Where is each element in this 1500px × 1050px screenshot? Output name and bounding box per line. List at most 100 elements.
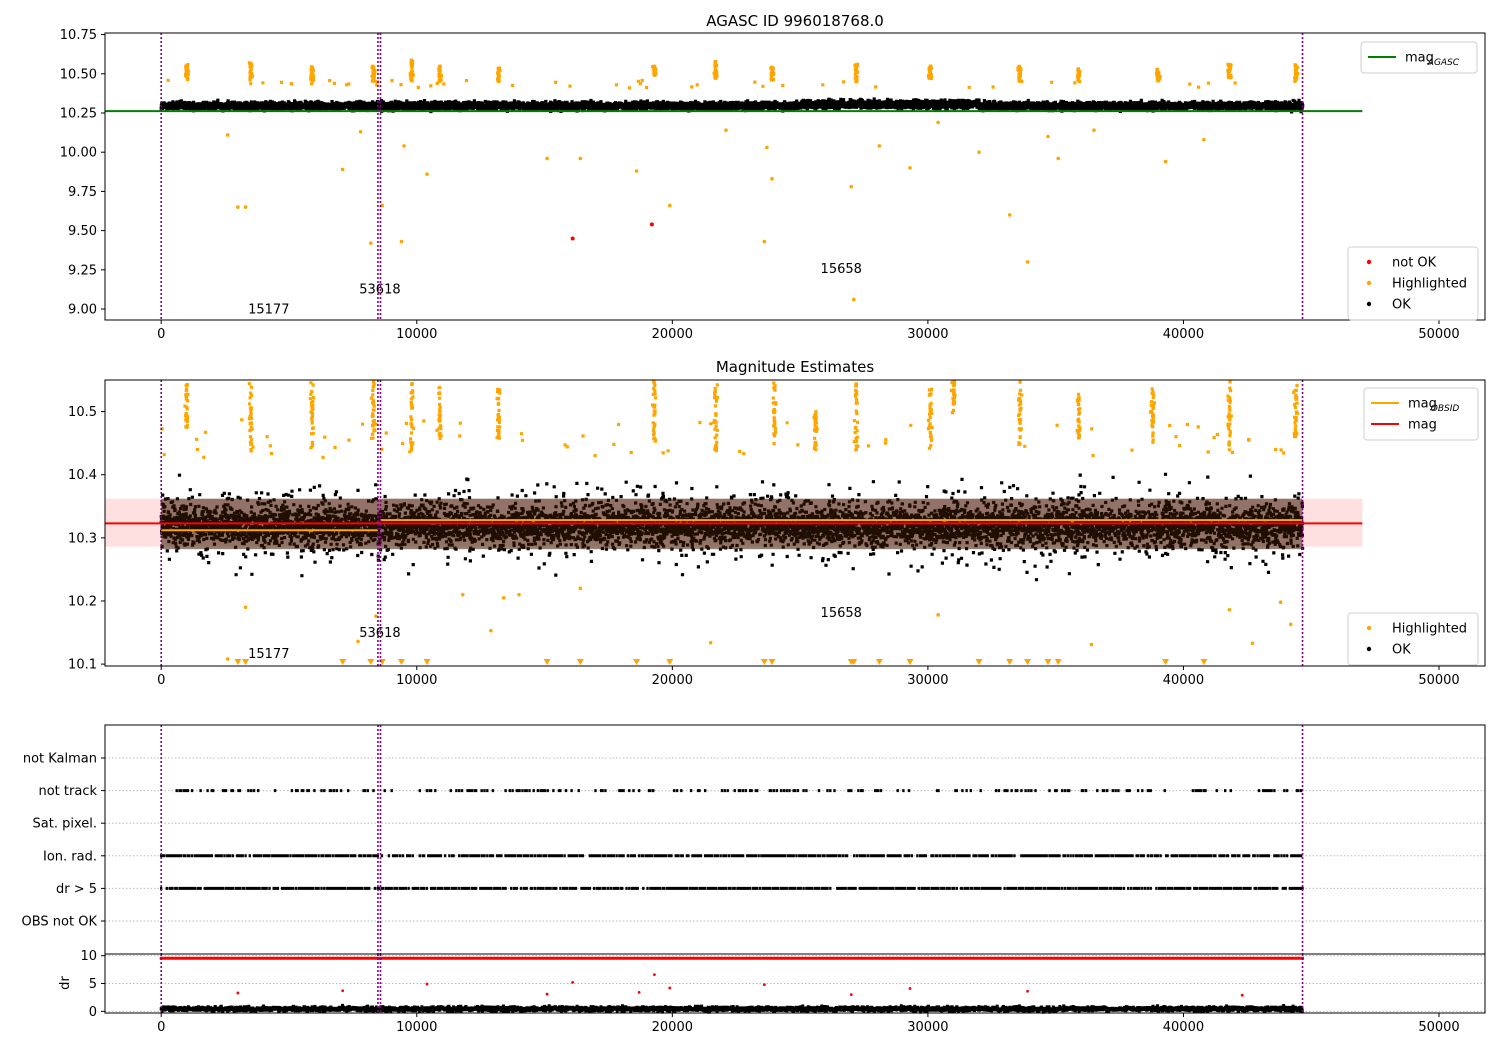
agasc-panel-highlighted-point <box>765 145 769 150</box>
agasc-panel-highlighted-point <box>1046 134 1050 139</box>
dr-panel-red-point <box>1240 993 1244 997</box>
estimates-panel-offscale-marker <box>1200 659 1208 665</box>
dr-panel-xtick-label: 40000 <box>1163 1020 1204 1035</box>
agasc-panel-highlighted-point <box>936 120 940 125</box>
estimates-panel-ytick-label: 10.5 <box>68 405 97 420</box>
agasc-panel-highlighted-point <box>243 205 248 209</box>
estimates-panel-offscale-marker <box>768 659 776 665</box>
estimates-panel-legend-label: mag <box>1408 397 1437 412</box>
agasc-panel-legend-label: OK <box>1392 298 1411 313</box>
estimates-panel-offscale-marker <box>1054 659 1062 665</box>
estimates-panel-legend-label: mag <box>1408 418 1437 433</box>
estimates-panel-obsid-annotation: 15177 <box>248 647 289 662</box>
dr-panel-red-point <box>668 986 672 990</box>
estimates-panel-highlighted-point <box>489 628 493 633</box>
agasc-panel-obsid-annotation: 15658 <box>821 262 862 277</box>
estimates-panel-offscale-marker <box>339 659 347 665</box>
estimates-panel-offscale-marker <box>242 659 250 665</box>
agasc-panel-highlighted-point <box>399 239 404 244</box>
estimates-panel-title: Magnitude Estimates <box>716 358 874 376</box>
agasc-panel-highlighted-point <box>1092 128 1096 133</box>
agasc-panel-highlighted-point <box>667 203 672 208</box>
dr-panel-red-point <box>637 991 641 994</box>
agasc-panel-legend-dot-swatch <box>1366 280 1372 286</box>
estimates-panel-legend <box>1363 387 1479 441</box>
dr-panel-red-point <box>236 991 240 995</box>
flags-panel-row-label: Sat. pixel. <box>33 817 97 832</box>
estimates-panel-offscale-marker <box>633 659 641 665</box>
estimates-panel-legend-dot-swatch <box>1366 646 1372 652</box>
estimates-panel-offscale-marker <box>1162 659 1170 665</box>
agasc-panel-ytick-label: 10.25 <box>60 106 97 121</box>
dr-panel-red-point <box>653 973 656 976</box>
agasc-panel-xtick-label: 30000 <box>907 327 948 342</box>
agasc-panel-highlighted-point <box>877 144 882 148</box>
agasc-panel-legend <box>1347 246 1479 321</box>
estimates-panel-highlighted-point <box>708 640 713 645</box>
estimates-panel-offscale-marker <box>906 659 914 665</box>
agasc-panel-highlighted-point <box>578 156 583 161</box>
estimates-panel-highlighted-point <box>517 592 521 597</box>
estimates-panel-xtick-label: 0 <box>157 673 165 688</box>
agasc-panel-ytick-label: 10.50 <box>60 67 97 82</box>
dr-panel-ok-points <box>159 1003 1304 1014</box>
estimates-panel-legend-subscript: OBSID <box>1431 404 1460 414</box>
estimates-panel-highlighted-point <box>356 639 360 644</box>
estimates-panel-highlighted-point <box>374 614 378 618</box>
dr-panel: dr 0 10000 20000 30000 40000 50000 0 5 10 <box>58 949 1486 1035</box>
estimates-panel-offscale-marker <box>367 659 375 665</box>
flags-panel: not Kalman not track Sat. pixel. Ion. rad. d… <box>22 724 1486 955</box>
agasc-panel-ok-points <box>159 97 1305 114</box>
dr-panel-red-point <box>425 982 429 986</box>
agasc-panel-highlighted-point <box>225 133 230 137</box>
estimates-panel-frame <box>104 379 1486 667</box>
estimates-panel-xtick-label: 50000 <box>1418 673 1459 688</box>
estimates-panel-offscale-marker <box>1006 659 1014 665</box>
agasc-panel-xtick-label: 0 <box>157 327 165 342</box>
dr-panel-xtick-label: 0 <box>157 1020 165 1035</box>
agasc-panel-obsid-annotation: 15177 <box>248 303 289 318</box>
agasc-panel-highlighted-point <box>849 184 854 189</box>
estimates-panel-highlight-cluster-points <box>160 380 1300 459</box>
dr-panel-xtick-label: 20000 <box>652 1020 693 1035</box>
estimates-panel-legend-dot-swatch <box>1366 625 1372 631</box>
agasc-panel-legend-label: mag <box>1405 51 1434 66</box>
agasc-panel: AGASC ID 996018768.0 15177 53618 15658 0 100… <box>60 12 1486 342</box>
estimates-panel-ytick-label: 10.4 <box>68 468 97 483</box>
agasc-panel-highlighted-point <box>236 205 240 209</box>
estimates-panel-offscale-marker <box>1044 659 1052 665</box>
agasc-panel-obsid-annotation: 53618 <box>359 282 400 297</box>
agasc-panel-frame <box>104 32 1486 321</box>
agasc-panel-xtick-label: 20000 <box>652 327 693 342</box>
estimates-panel-highlighted-point <box>1278 600 1283 605</box>
estimates-panel-highlighted-point <box>460 592 465 597</box>
agasc-panel-highlighted-point <box>762 239 767 244</box>
estimates-panel-offscale-marker <box>850 659 858 665</box>
agasc-panel-highlighted-point <box>1202 137 1206 142</box>
agasc-panel-legend <box>1360 41 1478 74</box>
agasc-panel-ytick-label: 10.00 <box>60 146 97 161</box>
agasc-panel-highlighted-point <box>1007 213 1012 217</box>
dr-panel-red-point <box>545 992 549 996</box>
estimates-panel-ytick-label: 10.1 <box>68 658 97 673</box>
estimates-panel-legend <box>1347 612 1479 666</box>
estimates-panel-xtick-label: 30000 <box>907 673 948 688</box>
estimates-panel-highlighted-point <box>1227 608 1232 612</box>
agasc-panel-highlighted-point <box>340 167 345 172</box>
flags-panel-frame <box>104 724 1486 955</box>
dr-panel-xtick-label: 50000 <box>1418 1020 1459 1035</box>
agasc-panel-ytick-label: 10.75 <box>60 28 97 43</box>
dr-panel-red-point <box>341 989 345 993</box>
estimates-panel-xtick-label: 40000 <box>1163 673 1204 688</box>
estimates-panel-offscale-marker <box>666 659 674 665</box>
estimates-panel-highlighted-point <box>1288 622 1293 627</box>
estimates-panel-offscale-marker <box>576 659 584 665</box>
estimates-panel-offscale-marker <box>1024 659 1032 665</box>
flags-panel-row-label: OBS not OK <box>22 915 98 930</box>
estimates-panel-offscale-marker <box>234 659 242 665</box>
agasc-panel-highlighted-point <box>724 128 728 133</box>
estimates-panel-highlighted-point <box>225 657 230 661</box>
agasc-panel-xtick-label: 10000 <box>396 327 437 342</box>
estimates-panel-xtick-label: 20000 <box>652 673 693 688</box>
